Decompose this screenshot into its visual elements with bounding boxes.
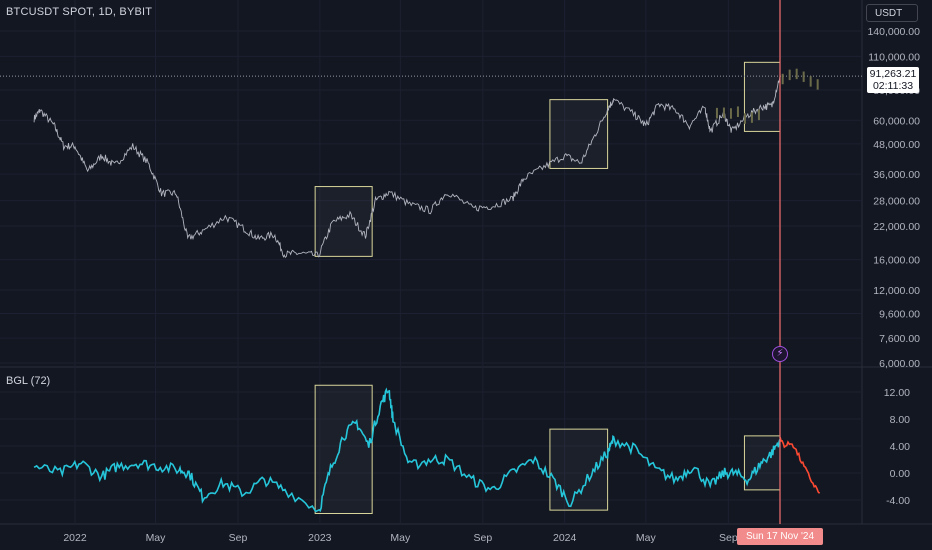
indicator-axis-tick-label: 8.00	[890, 414, 911, 426]
lightning-bolt-icon[interactable]: ⚡	[772, 346, 788, 362]
price-axis-tick-label: 22,000.00	[873, 221, 920, 233]
indicator-axis-tick-label: -4.00	[886, 495, 910, 507]
time-axis-tick-label: Sep	[229, 532, 248, 544]
price-axis-tick-label: 16,000.00	[873, 255, 920, 267]
indicator-forecast-line	[779, 436, 821, 494]
time-axis-tick-label: Sep	[719, 532, 738, 544]
price-axis-tick-label: 36,000.00	[873, 169, 920, 181]
time-axis-tick-label: May	[390, 532, 411, 544]
price-axis-tick-label: 12,000.00	[873, 285, 920, 297]
time-axis-tick-label: Sep	[473, 532, 492, 544]
price-axis-tick-label: 9,600.00	[879, 308, 920, 320]
price-highlight-box	[743, 61, 781, 132]
time-axis-tick-label: 2022	[63, 532, 87, 544]
time-axis-tick-label: 2024	[553, 532, 577, 544]
price-axis-tick-label: 140,000.00	[867, 26, 920, 38]
time-axis-tick-label: 2023	[308, 532, 332, 544]
last-price-label: 91,263.21 02:11:33	[867, 67, 919, 93]
currency-button[interactable]: USDT	[866, 4, 918, 22]
time-axis-tick-label: May	[146, 532, 167, 544]
price-axis-tick-label: 28,000.00	[873, 196, 920, 208]
crosshair-date-label: Sun 17 Nov '24	[737, 528, 823, 545]
price-highlight-box	[314, 186, 373, 257]
indicator-series-line	[33, 387, 781, 513]
price-axis-tick-label: 110,000.00	[868, 51, 920, 63]
price-axis-tick-label: 48,000.00	[873, 139, 920, 151]
indicator-highlight-box	[314, 384, 373, 514]
bar-countdown: 02:11:33	[872, 80, 914, 92]
indicator-axis-tick-label: 0.00	[890, 468, 911, 480]
time-axis-tick-label: May	[636, 532, 657, 544]
price-highlight-box	[549, 99, 609, 169]
last-price-value: 91,263.21	[869, 68, 917, 80]
price-series-line	[33, 76, 781, 259]
indicator-highlight-box	[549, 428, 609, 511]
price-axis-tick-label: 7,600.00	[879, 333, 920, 345]
indicator-title[interactable]: BGL (72)	[6, 375, 51, 387]
symbol-title[interactable]: BTCUSDT SPOT, 1D, BYBIT	[6, 6, 153, 18]
price-axis-tick-label: 6,000.00	[879, 358, 920, 370]
indicator-axis-tick-label: 4.00	[890, 441, 911, 453]
price-axis-tick-label: 60,000.00	[873, 115, 920, 127]
indicator-axis-tick-label: 12.00	[884, 387, 910, 399]
